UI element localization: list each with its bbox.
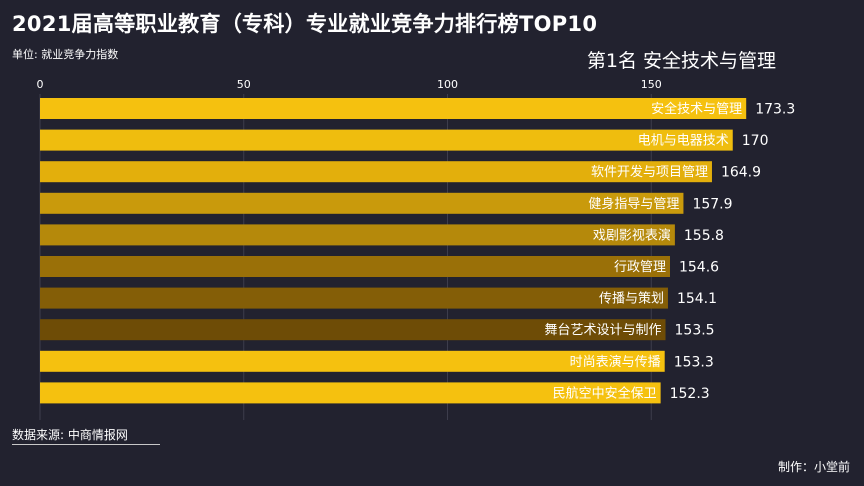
bar-value-label: 157.9 — [692, 196, 732, 212]
bar — [40, 287, 668, 309]
chart-title: 2021届高等职业教育（专科）专业就业竞争力排行榜TOP10 — [12, 12, 598, 36]
bar-category-label: 行政管理 — [614, 260, 666, 275]
bar — [40, 161, 712, 183]
source-label: 数据来源: 中商情报网 — [12, 428, 128, 442]
maker-label: 制作：小堂前 — [777, 460, 850, 474]
bar-value-label: 154.1 — [677, 291, 717, 307]
bar-category-label: 民航空中安全保卫 — [553, 385, 657, 401]
bar-category-label: 传播与策划 — [599, 291, 664, 307]
x-tick-label: 100 — [437, 78, 458, 91]
bar-value-label: 153.3 — [674, 354, 714, 370]
bar — [40, 224, 675, 246]
bar-category-label: 戏剧影视表演 — [593, 227, 671, 243]
bar-value-label: 173.3 — [755, 102, 795, 118]
x-tick-label: 50 — [237, 78, 251, 91]
bar — [40, 98, 747, 119]
bar-value-label: 170 — [742, 133, 769, 149]
bar — [40, 319, 666, 341]
x-tick-label: 150 — [641, 78, 662, 91]
bar-value-label: 152.3 — [670, 386, 710, 402]
x-tick-label: 0 — [37, 78, 44, 91]
source-underline — [12, 444, 160, 445]
bar — [40, 192, 684, 214]
bar — [40, 256, 670, 277]
bar — [40, 382, 661, 404]
bar — [40, 129, 733, 151]
bar-category-label: 软件开发与项目管理 — [591, 164, 708, 180]
unit-label: 单位: 就业竞争力指数 — [12, 48, 119, 61]
bar-value-label: 153.5 — [675, 323, 715, 339]
bar-category-label: 安全技术与管理 — [651, 101, 742, 117]
bar-category-label: 电机与电器技术 — [638, 134, 729, 149]
rank-label: 第1名 安全技术与管理 — [586, 50, 776, 72]
bar-category-label: 健身指导与管理 — [588, 196, 679, 212]
bar — [40, 350, 665, 372]
bar-category-label: 舞台艺术设计与制作 — [544, 323, 661, 338]
bar-category-label: 时尚表演与传播 — [570, 354, 661, 370]
bar-value-label: 155.8 — [684, 228, 724, 244]
bar-value-label: 164.9 — [721, 165, 761, 181]
bar-value-label: 154.6 — [679, 260, 719, 276]
